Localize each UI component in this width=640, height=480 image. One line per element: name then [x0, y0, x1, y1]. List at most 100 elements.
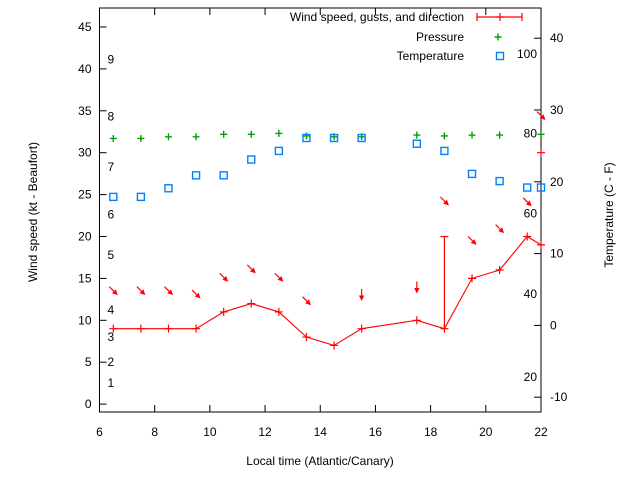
pressure-marker	[496, 131, 504, 139]
beaufort-label: 9	[108, 53, 115, 67]
legend-label-temperature: Temperature	[397, 49, 465, 63]
direction-arrow-shaft	[191, 289, 198, 296]
direction-arrow-head	[111, 289, 118, 296]
fahrenheit-label: 40	[524, 287, 538, 301]
x-tick-label: 8	[151, 425, 158, 439]
wind-marker	[136, 324, 145, 333]
direction-arrow-shaft	[219, 272, 225, 279]
pressure-marker	[440, 132, 448, 140]
pressure-marker	[109, 134, 117, 142]
legend-sample-wind-marker	[496, 13, 504, 21]
direction-arrow-head	[194, 292, 201, 299]
wind-marker	[247, 299, 256, 308]
direction-arrow-shaft	[495, 224, 501, 230]
beaufort-label: 4	[108, 303, 115, 317]
y-tick-label-right: 0	[550, 318, 557, 332]
pressure-marker	[164, 133, 172, 141]
direction-arrow-head	[305, 299, 311, 306]
pressure-marker	[192, 133, 200, 141]
y-tick-label-left: 10	[78, 313, 92, 327]
temperature-marker	[536, 183, 546, 192]
y-tick-label-left: 25	[78, 188, 92, 202]
x-tick-label: 18	[424, 425, 438, 439]
beaufort-label: 1	[108, 376, 115, 390]
y-tick-label-left: 5	[85, 355, 92, 369]
pressure-marker	[468, 131, 476, 139]
y-tick-label-left: 15	[78, 271, 92, 285]
wind-marker	[274, 307, 283, 316]
plot-border	[99, 7, 542, 413]
direction-arrow-head	[525, 200, 532, 207]
temperature-marker	[329, 133, 339, 143]
direction-arrow-head	[249, 267, 256, 274]
y-tick-label-left: 40	[78, 62, 92, 76]
x-axis-label: Local time (Atlantic/Canary)	[246, 454, 394, 468]
temperature-marker	[467, 169, 477, 179]
direction-arrow-shaft	[302, 296, 308, 302]
fahrenheit-label: 60	[524, 206, 538, 220]
direction-arrow-head	[222, 275, 229, 282]
wind-line	[113, 235, 542, 347]
beaufort-label: 7	[108, 160, 115, 174]
temperature-marker	[247, 155, 256, 164]
direction-arrow-shaft	[522, 197, 529, 203]
x-tick-label: 6	[96, 425, 103, 439]
temperature-marker	[523, 183, 532, 192]
pressure-marker	[275, 129, 283, 137]
pressure-marker	[537, 130, 545, 138]
direction-arrow-head	[498, 227, 505, 234]
direction-arrow-shaft	[536, 111, 543, 117]
beaufort-label: 3	[108, 330, 115, 344]
pressure-marker	[247, 130, 255, 138]
y-tick-label-right: 40	[550, 31, 564, 45]
beaufort-label: 8	[108, 110, 115, 124]
temperature-marker	[191, 171, 201, 180]
wind-marker	[537, 240, 545, 249]
x-tick-label: 12	[258, 425, 272, 439]
legend-label-pressure: Pressure	[416, 30, 464, 44]
y-tick-label-left: 30	[78, 146, 92, 160]
temperature-marker	[136, 192, 146, 202]
direction-arrow-shaft	[467, 235, 474, 242]
y-tick-label-left: 45	[78, 20, 92, 34]
beaufort-label: 2	[108, 355, 115, 369]
pressure-marker	[302, 132, 310, 140]
temperature-marker	[357, 133, 366, 143]
direction-arrow-shaft	[164, 286, 170, 292]
temperature-marker	[302, 133, 311, 143]
y-tick-label-right: 20	[550, 175, 564, 189]
legend-sample-pressure-marker	[494, 33, 502, 41]
wind-marker	[330, 341, 339, 350]
x-tick-label: 22	[534, 425, 548, 439]
temperature-marker	[274, 146, 284, 156]
direction-arrow-head	[443, 199, 449, 206]
wind-marker	[192, 324, 201, 333]
wind-marker	[302, 333, 311, 342]
direction-arrow-head	[358, 295, 365, 302]
beaufort-label: 5	[108, 248, 115, 262]
y-tick-label-left: 20	[78, 230, 92, 244]
temperature-marker	[109, 192, 118, 202]
direction-arrow-shaft	[440, 196, 446, 203]
x-tick-label: 20	[479, 425, 493, 439]
y-tick-label-right: -10	[550, 390, 568, 404]
fahrenheit-label: 20	[524, 370, 538, 384]
direction-arrow-head	[539, 114, 546, 121]
temperature-marker	[164, 184, 173, 193]
right-y-axis-label: Temperature (C - F)	[602, 162, 616, 268]
beaufort-label: 6	[108, 208, 115, 222]
gust-marker	[537, 148, 545, 157]
fahrenheit-label: 100	[517, 47, 537, 61]
direction-arrow-head	[139, 289, 146, 296]
direction-arrow-shaft	[274, 272, 280, 279]
pressure-marker	[137, 134, 145, 142]
wind-marker	[495, 266, 504, 275]
y-tick-label-right: 10	[550, 247, 564, 261]
left-y-axis-label: Wind speed (kt - Beaufort)	[26, 141, 40, 283]
temperature-marker	[440, 146, 449, 156]
fahrenheit-label: 80	[524, 127, 538, 141]
direction-arrow-shaft	[246, 264, 253, 270]
y-tick-label-left: 0	[85, 397, 92, 411]
